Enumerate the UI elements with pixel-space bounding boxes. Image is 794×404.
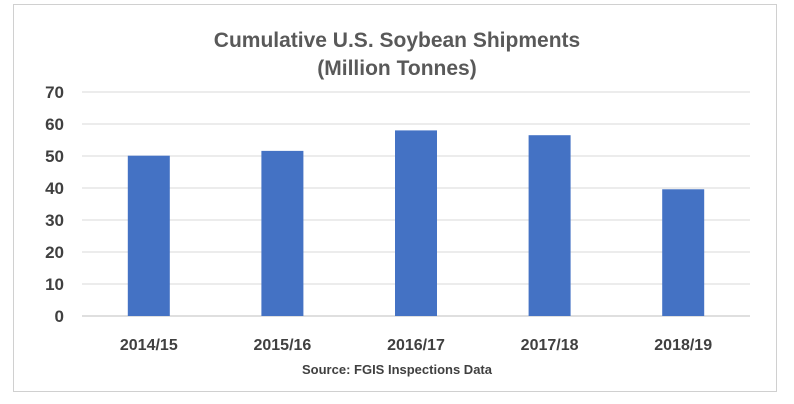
- y-tick-label: 70: [45, 83, 64, 102]
- chart-title: Cumulative U.S. Soybean Shipments: [213, 29, 581, 52]
- x-tick-label: 2018/19: [654, 337, 712, 354]
- y-tick-label: 20: [45, 243, 64, 262]
- x-tick-label: 2014/15: [120, 337, 178, 354]
- y-tick-label: 40: [45, 179, 64, 198]
- chart-subtitle: (Million Tonnes): [317, 57, 477, 80]
- bar-2016-17: [395, 130, 437, 316]
- x-tick-label: 2015/16: [253, 337, 311, 354]
- x-tick-label: 2016/17: [387, 337, 445, 354]
- bar-2018-19: [662, 189, 705, 316]
- x-tick-label: 2017/18: [521, 337, 579, 354]
- y-tick-label: 60: [45, 115, 64, 134]
- y-tick-label: 50: [45, 147, 64, 166]
- y-tick-label: 10: [45, 275, 64, 294]
- source-note: Source: FGIS Inspections Data: [302, 362, 492, 377]
- bar-2017-18: [528, 135, 571, 316]
- y-tick-label: 30: [45, 211, 64, 230]
- bar-2014-15: [127, 155, 170, 316]
- y-tick-label: 0: [55, 307, 64, 326]
- bar-2015-16: [261, 150, 304, 316]
